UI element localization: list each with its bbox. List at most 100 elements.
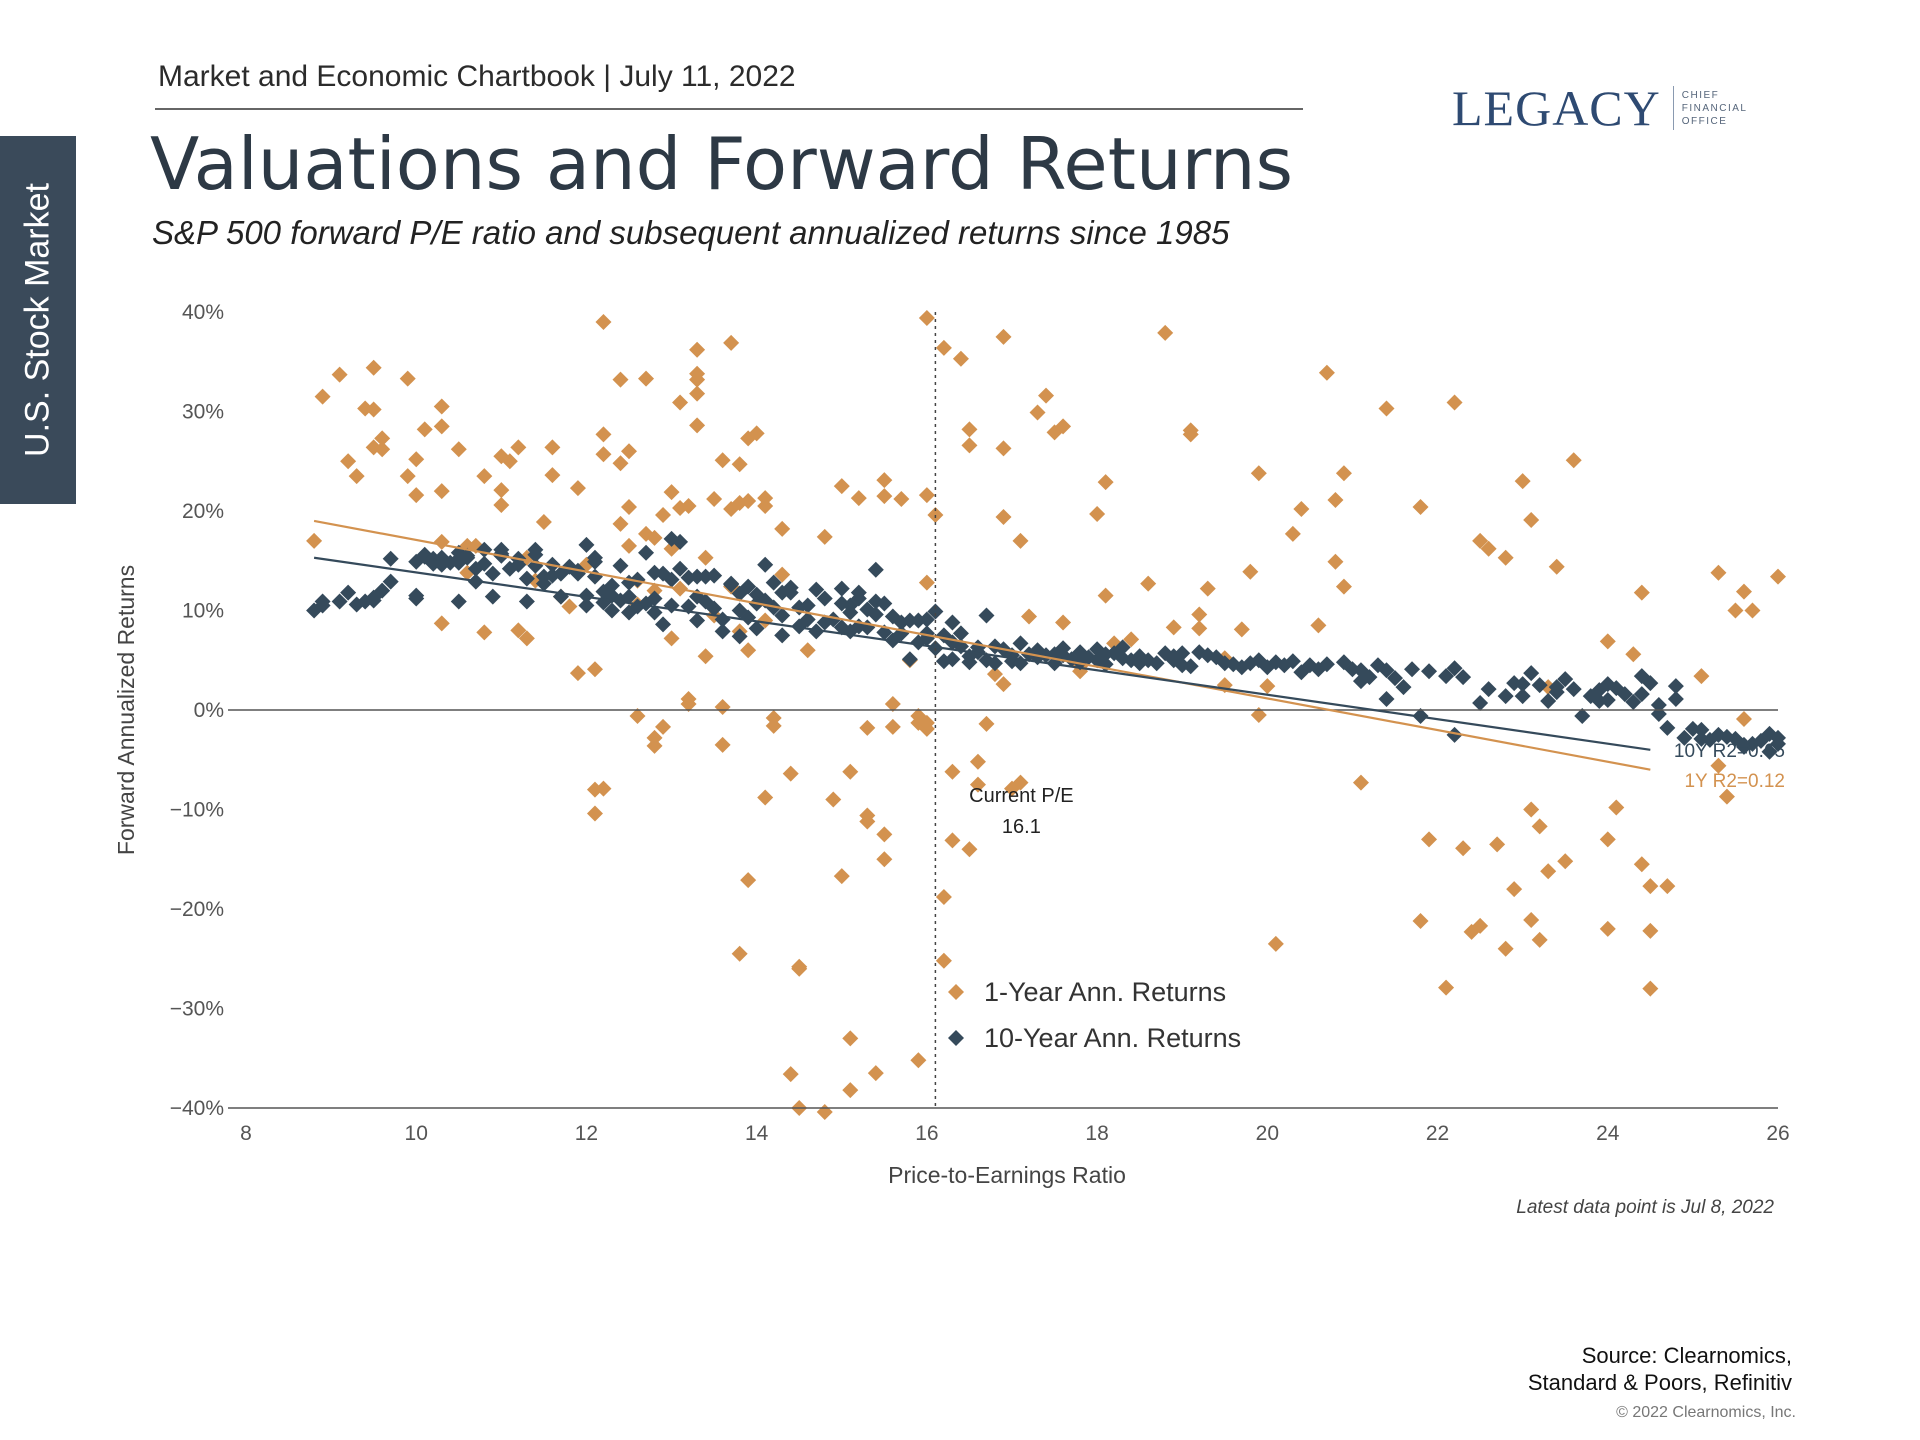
- point-1y: [433, 615, 450, 632]
- point-10y: [612, 557, 629, 574]
- point-10y: [1659, 719, 1676, 736]
- point-1y: [1250, 706, 1267, 723]
- point-10y: [833, 580, 850, 597]
- point-1y: [1191, 620, 1208, 637]
- legend-marker-10y: [948, 1030, 964, 1046]
- point-1y: [952, 350, 969, 367]
- point-10y: [867, 561, 884, 578]
- points-layer: [306, 309, 1786, 1120]
- point-10y: [799, 611, 816, 628]
- point-10y: [484, 565, 501, 582]
- latest-data-note: Latest data point is Jul 8, 2022: [1516, 1197, 1774, 1218]
- page-title: Valuations and Forward Returns: [150, 122, 1294, 206]
- point-10y: [816, 590, 833, 607]
- point-10y: [1574, 707, 1591, 724]
- series-10y: [306, 530, 1786, 760]
- point-1y: [995, 440, 1012, 457]
- point-1y: [842, 1030, 859, 1047]
- point-10y: [629, 571, 646, 588]
- point-1y: [1157, 324, 1174, 341]
- point-10y: [952, 625, 969, 642]
- point-10y: [1625, 694, 1642, 711]
- point-10y: [459, 547, 476, 564]
- point-1y: [1038, 387, 1055, 404]
- logo-sub-line-1: CHIEF: [1681, 89, 1720, 101]
- point-10y: [706, 567, 723, 584]
- section-tab: U.S. Stock Market: [0, 136, 76, 504]
- point-1y: [1599, 831, 1616, 848]
- point-1y: [1446, 394, 1463, 411]
- current-pe-value: 16.1: [1002, 816, 1041, 838]
- point-1y: [1472, 917, 1489, 934]
- trendline-10y: [313, 556, 1651, 751]
- point-10y: [867, 606, 884, 623]
- point-10y: [1148, 655, 1165, 672]
- legend-label-1y: 1-Year Ann. Returns: [984, 977, 1226, 1007]
- point-10y: [1650, 697, 1667, 714]
- point-1y: [1625, 646, 1642, 663]
- point-1y: [1352, 774, 1369, 791]
- point-1y: [1642, 922, 1659, 939]
- point-1y: [1097, 587, 1114, 604]
- point-1y: [833, 478, 850, 495]
- point-10y: [944, 651, 961, 668]
- point-10y: [1633, 686, 1650, 703]
- point-1y: [859, 719, 876, 736]
- point-10y: [1616, 686, 1633, 703]
- point-1y: [399, 370, 416, 387]
- point-1y: [765, 709, 782, 726]
- point-1y: [365, 401, 382, 418]
- point-1y: [1438, 979, 1455, 996]
- point-10y: [1387, 670, 1403, 687]
- point-1y: [1633, 856, 1650, 873]
- point-10y: [603, 577, 620, 594]
- point-1y: [1165, 619, 1182, 636]
- point-1y: [1021, 608, 1038, 625]
- point-10y: [1599, 692, 1616, 709]
- point-10y: [740, 578, 757, 595]
- point-1y: [663, 630, 680, 647]
- point-1y: [1250, 465, 1267, 482]
- point-10y: [1284, 653, 1301, 670]
- point-1y: [1557, 853, 1574, 870]
- point-1y: [1727, 602, 1744, 619]
- point-1y: [859, 813, 876, 830]
- point-10y: [927, 603, 944, 620]
- point-1y: [816, 1103, 833, 1120]
- point-1y: [365, 359, 382, 376]
- legacy-logo: LEGACY CHIEF FINANCIAL OFFICE: [1452, 82, 1748, 134]
- point-1y: [612, 515, 629, 532]
- point-1y: [740, 493, 757, 510]
- point-1y: [306, 532, 323, 549]
- point-1y: [595, 313, 612, 330]
- point-1y: [1012, 532, 1029, 549]
- source-note: Source: Clearnomics, Standard & Poors, R…: [1528, 1342, 1792, 1396]
- point-1y: [595, 780, 612, 797]
- point-1y: [876, 472, 893, 489]
- point-1y: [927, 506, 944, 523]
- point-1y: [1029, 404, 1046, 421]
- point-1y: [1735, 583, 1752, 600]
- point-1y: [1642, 980, 1659, 997]
- point-1y: [1378, 400, 1395, 417]
- y-axis-title: Forward Annualized Returns: [113, 565, 139, 855]
- point-1y: [374, 441, 391, 458]
- point-10y: [578, 536, 595, 553]
- point-10y: [1642, 675, 1659, 692]
- point-1y: [1642, 878, 1659, 895]
- point-1y: [1565, 452, 1582, 469]
- point-10y: [476, 555, 493, 572]
- point-10y: [578, 587, 595, 604]
- point-1y: [501, 453, 518, 470]
- point-10y: [1404, 661, 1421, 678]
- point-10y: [638, 544, 655, 561]
- point-1y: [782, 1066, 799, 1083]
- point-10y: [663, 597, 680, 614]
- point-1y: [1140, 575, 1157, 592]
- y-tick-label: 30%: [182, 401, 224, 424]
- point-1y: [1506, 881, 1523, 898]
- x-tick-label: 8: [240, 1122, 252, 1145]
- point-1y: [518, 630, 535, 647]
- point-10y: [586, 568, 603, 585]
